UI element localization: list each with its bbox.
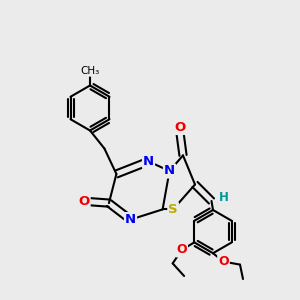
Text: N: N bbox=[125, 213, 136, 226]
Text: N: N bbox=[164, 164, 175, 178]
Text: O: O bbox=[218, 255, 229, 268]
Text: O: O bbox=[78, 195, 90, 208]
Text: S: S bbox=[168, 203, 178, 216]
Text: N: N bbox=[143, 155, 154, 168]
Text: O: O bbox=[174, 121, 186, 134]
Text: H: H bbox=[219, 191, 229, 204]
Text: CH₃: CH₃ bbox=[80, 66, 100, 76]
Text: O: O bbox=[176, 243, 187, 256]
